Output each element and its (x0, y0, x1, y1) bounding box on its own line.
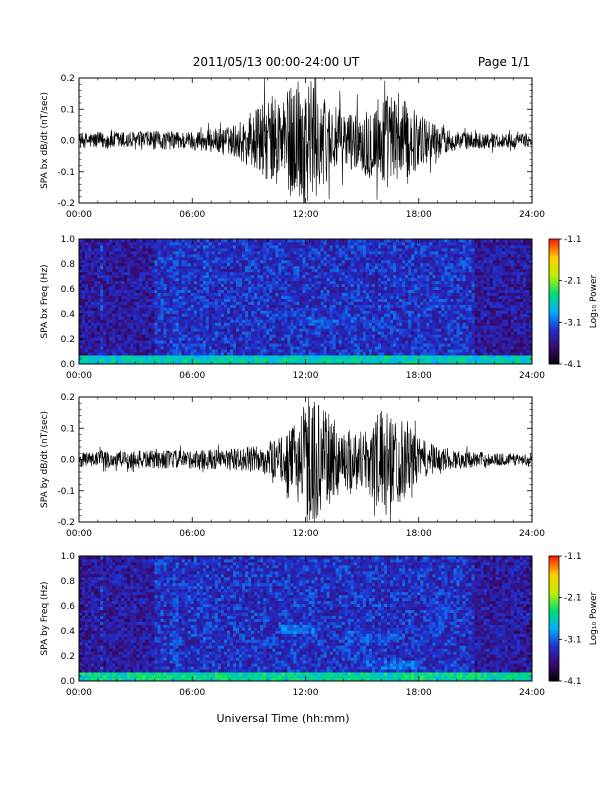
colorbar-label: Log₁₀ Power (589, 592, 599, 646)
colorbar-tick-label: -2.1 (564, 277, 582, 287)
x-tick-label: 00:00 (66, 210, 92, 220)
x-tick-label: 24:00 (519, 529, 545, 539)
y-tick-label: 0.6 (61, 602, 76, 612)
chart-panel-2: -1.1 -2.1 -3.1 -4.1 Log₁₀ Power 00:00 06:00 12:… (40, 235, 599, 381)
waveform-trace (78, 397, 533, 523)
y-tick-label: 0.8 (61, 260, 76, 270)
y-axis-label: SPA bx dB/dt (nT/sec) (40, 92, 50, 189)
colorbar-tick-label: -1.1 (564, 235, 582, 245)
y-tick-label: 0.2 (61, 74, 75, 84)
x-tick-label: 00:00 (66, 688, 92, 698)
colorbar-tick-label: -2.1 (564, 594, 582, 604)
chart-panel-1: 00:00 06:00 12:00 18:00 24:00 0.2 0.1 0.0 -0.1 -0… (40, 74, 545, 220)
x-tick-label: 18:00 (406, 529, 432, 539)
y-axis-label: SPA bx Freq (Hz) (40, 264, 50, 338)
y-tick-label: -0.2 (57, 199, 75, 209)
x-tick-label: 06:00 (179, 210, 205, 220)
x-tick-label: 24:00 (519, 371, 545, 381)
y-tick-label: 0.1 (61, 424, 75, 434)
y-tick-label: 0.0 (61, 456, 76, 466)
y-tick-label: 0.1 (61, 105, 75, 115)
colorbar: -1.1 -2.1 -3.1 -4.1 Log₁₀ Power (548, 235, 599, 370)
y-tick-label: 0.4 (61, 310, 76, 320)
x-tick-label: 18:00 (406, 210, 432, 220)
spectrogram (79, 239, 533, 365)
x-tick-label: 06:00 (179, 529, 205, 539)
x-tick-label: 06:00 (179, 371, 205, 381)
colorbar-tick-label: -1.1 (564, 552, 582, 562)
y-tick-label: 0.0 (61, 360, 76, 370)
y-tick-label: -0.1 (57, 168, 75, 178)
page-title: 2011/05/13 00:00-24:00 UT (193, 55, 360, 69)
colorbar: -1.1 -2.1 -3.1 -4.1 Log₁₀ Power (548, 552, 599, 687)
waveform-trace (78, 77, 533, 204)
y-tick-label: 0.6 (61, 285, 76, 295)
x-tick-label: 12:00 (293, 529, 319, 539)
y-tick-label: 0.0 (61, 137, 76, 147)
spectrogram (79, 556, 533, 682)
x-tick-label: 12:00 (293, 371, 319, 381)
chart-panel-4: -1.1 -2.1 -3.1 -4.1 Log₁₀ Power 00:00 06:00 12:… (40, 552, 599, 698)
x-axis-label: Universal Time (hh:mm) (217, 712, 350, 725)
y-tick-label: -0.2 (57, 518, 75, 528)
y-tick-label: 0.4 (61, 627, 76, 637)
y-tick-label: 0.2 (61, 652, 75, 662)
y-tick-label: 1.0 (61, 552, 76, 562)
y-tick-label: 0.2 (61, 393, 75, 403)
colorbar-tick-label: -3.1 (564, 318, 582, 328)
y-tick-label: 0.0 (61, 677, 76, 687)
chart-panel-3: 00:00 06:00 12:00 18:00 24:00 0.2 0.1 0.0 -0.1 -0… (40, 393, 545, 539)
y-tick-label: 0.2 (61, 335, 75, 345)
x-tick-label: 18:00 (406, 688, 432, 698)
page-number: Page 1/1 (478, 55, 530, 69)
y-tick-label: 1.0 (61, 235, 76, 245)
colorbar-tick-label: -3.1 (564, 635, 582, 645)
y-tick-label: -0.1 (57, 487, 75, 497)
x-tick-label: 00:00 (66, 371, 92, 381)
x-tick-label: 12:00 (293, 688, 319, 698)
x-tick-label: 24:00 (519, 210, 545, 220)
x-tick-label: 18:00 (406, 371, 432, 381)
x-tick-label: 06:00 (179, 688, 205, 698)
y-axis-label: SPA by Freq (Hz) (40, 581, 50, 655)
y-tick-label: 0.8 (61, 577, 76, 587)
y-axis-label: SPA by dB/dt (nT/sec) (40, 411, 50, 508)
colorbar-tick-label: -4.1 (564, 360, 582, 370)
colorbar-tick-label: -4.1 (564, 677, 582, 687)
x-tick-label: 12:00 (293, 210, 319, 220)
x-tick-label: 24:00 (519, 688, 545, 698)
x-tick-label: 00:00 (66, 529, 92, 539)
colorbar-label: Log₁₀ Power (589, 275, 599, 329)
